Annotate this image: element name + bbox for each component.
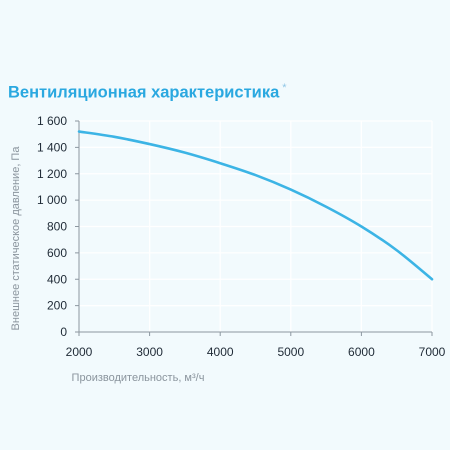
y-tick-label-1000: 1 000	[37, 193, 67, 207]
y-axis-title: Внешнее статическое давление, Па	[10, 146, 22, 331]
y-tick-label-200: 200	[47, 299, 67, 313]
x-tick-label-2000: 2000	[66, 345, 93, 359]
grid	[79, 120, 433, 332]
y-tick-label-400: 400	[47, 272, 67, 286]
x-tick-label-6000: 6000	[348, 345, 375, 359]
y-tick-label-1600: 1 600	[37, 114, 67, 128]
x-tick-label-7000: 7000	[419, 345, 446, 359]
x-tick-label-3000: 3000	[136, 345, 163, 359]
chart-title-marker: *	[282, 82, 287, 94]
y-tick-label-0: 0	[60, 325, 67, 339]
y-tick-label-1200: 1 200	[37, 167, 67, 181]
series-line-0	[77, 130, 434, 281]
y-tick-label-800: 800	[47, 220, 67, 234]
y-tick-label-1400: 1 400	[37, 140, 67, 154]
x-tick-label-5000: 5000	[277, 345, 304, 359]
y-tick-label-600: 600	[47, 246, 67, 260]
axes	[75, 120, 433, 336]
x-tick-label-4000: 4000	[207, 345, 234, 359]
chart-title-text: Вентиляционная характеристика	[8, 83, 280, 102]
chart-title: Вентиляционная характеристика *	[8, 82, 287, 103]
tick-labels: 0 200 400 600 800 1 000 1 200 1 400 1 600 2000 300…	[37, 114, 446, 359]
x-axis-title: Производительность, м³/ч	[72, 372, 205, 384]
series	[77, 130, 434, 281]
